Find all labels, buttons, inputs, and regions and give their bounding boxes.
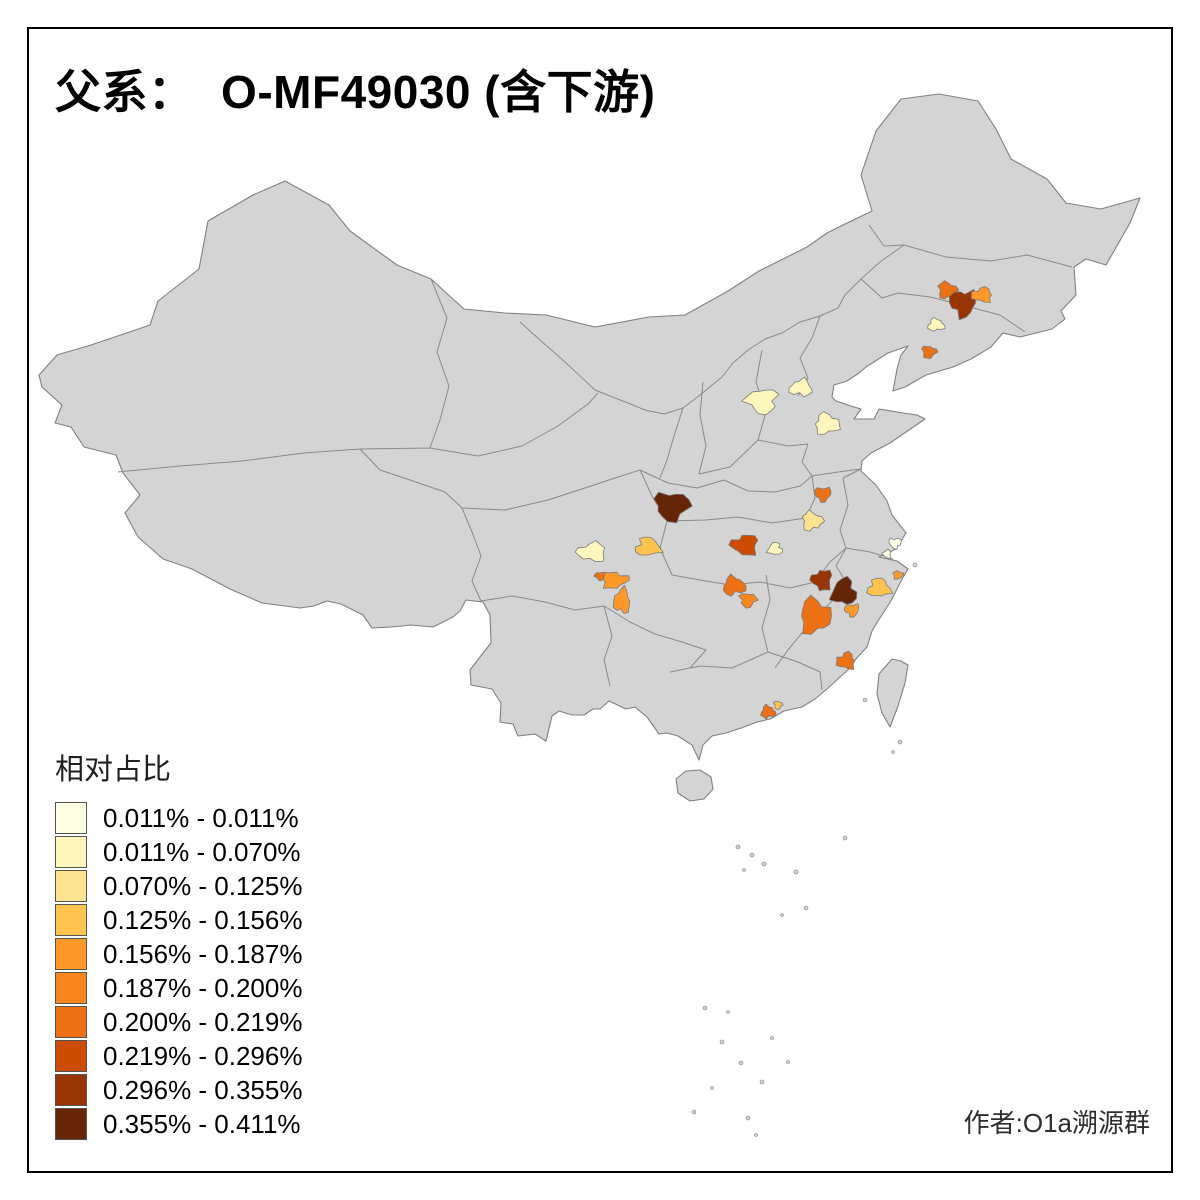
legend-row: 0.011% - 0.011%: [55, 801, 302, 835]
highlighted-region: [653, 491, 693, 524]
legend-label: 0.219% - 0.296%: [103, 1040, 303, 1071]
legend-swatch: [55, 1108, 87, 1140]
legend-swatch: [55, 870, 87, 902]
highlighted-region: [635, 536, 664, 556]
attribution: 作者:O1a溯源群: [963, 1108, 1150, 1138]
legend-label: 0.070% - 0.125%: [103, 870, 303, 901]
legend-label: 0.200% - 0.219%: [103, 1006, 303, 1037]
plot-border: [27, 27, 1173, 1173]
highlighted-region: [801, 594, 832, 635]
highlighted-region: [835, 650, 856, 670]
highlight-regions: [574, 280, 992, 720]
legend-swatch: [55, 1074, 87, 1106]
highlighted-region: [574, 540, 606, 562]
highlighted-region: [612, 584, 631, 614]
highlighted-region: [948, 288, 976, 321]
highlighted-region: [828, 575, 858, 605]
legend-row: 0.296% - 0.355%: [55, 1073, 302, 1107]
legend-row: 0.125% - 0.156%: [55, 903, 302, 937]
highlighted-region: [593, 571, 606, 582]
sea-islands: [691, 562, 918, 1137]
legend-swatch: [55, 904, 87, 936]
highlighted-region: [773, 701, 784, 710]
highlighted-region: [728, 534, 759, 556]
legend-label: 0.125% - 0.156%: [103, 904, 303, 935]
taiwan-island: [876, 658, 909, 728]
legend-row: 0.070% - 0.125%: [55, 869, 302, 903]
highlighted-region: [765, 542, 784, 555]
highlighted-region: [881, 548, 892, 559]
legend-row: 0.355% - 0.411%: [55, 1107, 302, 1141]
legend-label: 0.011% - 0.070%: [103, 836, 301, 867]
legend-row: 0.156% - 0.187%: [55, 937, 302, 971]
legend-swatch: [55, 972, 87, 1004]
legend-row: 0.011% - 0.070%: [55, 835, 302, 869]
highlighted-region: [814, 411, 841, 435]
legend-label: 0.355% - 0.411%: [103, 1108, 301, 1139]
highlighted-region: [788, 376, 813, 398]
legend-row: 0.219% - 0.296%: [55, 1039, 302, 1073]
highlighted-region: [843, 603, 860, 618]
legend-swatch: [55, 938, 87, 970]
highlighted-region: [801, 509, 825, 532]
legend-row: 0.187% - 0.200%: [55, 971, 302, 1005]
highlighted-region: [809, 569, 833, 592]
map-title: 父系： O-MF49030 (含下游): [55, 66, 656, 118]
hainan-island: [675, 769, 714, 802]
highlighted-region: [741, 389, 780, 416]
highlighted-region: [760, 703, 777, 720]
legend-swatch: [55, 836, 87, 868]
highlighted-region: [866, 577, 893, 597]
legend-label: 0.296% - 0.355%: [103, 1074, 303, 1105]
province-borders: [117, 224, 1073, 691]
legend-label: 0.187% - 0.200%: [103, 972, 303, 1003]
highlighted-region: [738, 593, 759, 609]
highlighted-region: [722, 573, 747, 597]
legend-title: 相对占比: [55, 754, 172, 786]
highlighted-region: [892, 570, 905, 580]
legend-label: 0.156% - 0.187%: [103, 938, 303, 969]
highlighted-region: [888, 537, 902, 550]
highlighted-region: [927, 316, 946, 332]
highlighted-region: [921, 345, 939, 359]
legend-rows: 0.011% - 0.011% 0.011% - 0.070% 0.070% - 0…: [55, 801, 302, 1141]
legend: 相对占比 0.011% - 0.011% 0.011% - 0.070% 0.070…: [55, 746, 302, 1141]
legend-label: 0.011% - 0.011%: [103, 802, 299, 833]
highlighted-region: [814, 486, 832, 503]
legend-swatch: [55, 802, 87, 834]
legend-swatch: [55, 1040, 87, 1072]
highlighted-region: [971, 286, 992, 303]
legend-row: 0.200% - 0.219%: [55, 1005, 302, 1039]
legend-swatch: [55, 1006, 87, 1038]
highlighted-region: [600, 571, 630, 589]
